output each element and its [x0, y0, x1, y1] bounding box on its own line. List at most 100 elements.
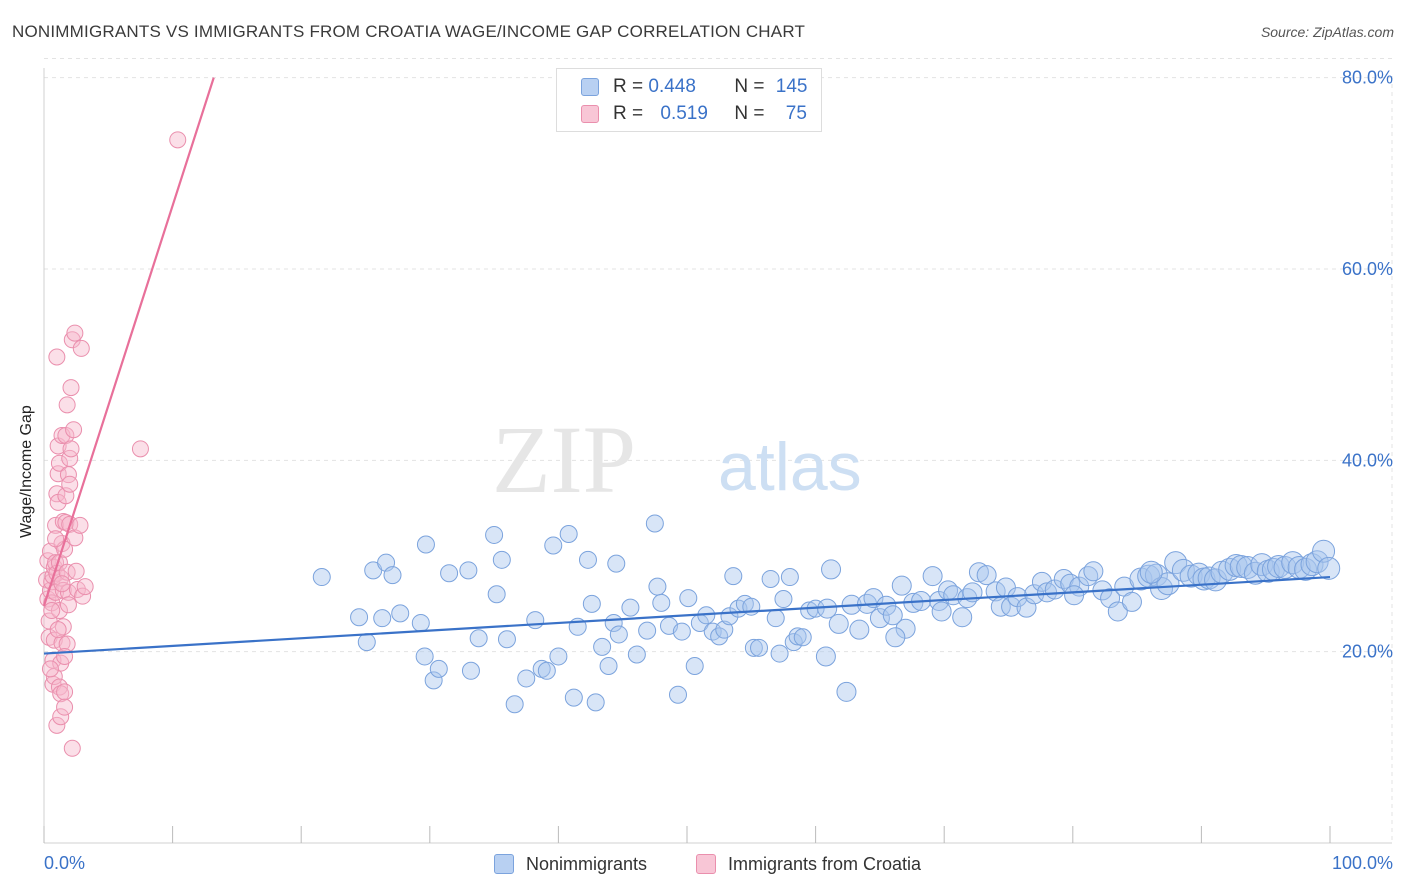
data-point — [357, 633, 376, 652]
data-point — [411, 613, 430, 632]
data-point — [976, 565, 997, 586]
data-point — [627, 645, 646, 664]
data-point — [1083, 561, 1104, 582]
data-point — [537, 661, 556, 680]
source-label: Source: ZipAtlas.com — [1260, 24, 1394, 40]
data-point — [1064, 585, 1085, 606]
data-point — [1267, 555, 1291, 579]
y-tick-label: 60.0% — [1342, 259, 1393, 279]
data-point — [1229, 555, 1253, 579]
data-point — [1156, 572, 1180, 596]
data-point — [56, 647, 74, 665]
data-point — [549, 647, 568, 666]
data-point — [415, 647, 434, 666]
data-point — [350, 608, 369, 627]
data-point — [1121, 591, 1142, 612]
series-nonimmigrants — [312, 514, 1341, 714]
data-point — [931, 601, 952, 622]
data-point — [788, 627, 807, 646]
data-point — [131, 440, 149, 458]
data-point — [876, 595, 897, 616]
watermark-zip: ZIP — [492, 406, 636, 513]
data-point — [599, 657, 618, 676]
data-point — [461, 661, 480, 680]
data-point — [685, 657, 704, 676]
data-point — [63, 331, 81, 349]
data-point — [391, 604, 410, 623]
data-point — [485, 525, 504, 544]
data-point — [74, 587, 92, 605]
data-point — [487, 585, 506, 604]
data-point — [459, 561, 478, 580]
trend-line-nonimmigrants — [43, 575, 1331, 655]
data-point — [50, 454, 68, 472]
data-point — [774, 590, 793, 609]
stats-legend: R = 0.448 N = 145 R = 0.519 N = 75 — [556, 68, 822, 132]
data-point — [1107, 601, 1128, 622]
data-point — [49, 621, 67, 639]
data-point — [59, 596, 77, 614]
n-label: N = — [734, 103, 770, 124]
data-point — [61, 475, 79, 493]
chart-title: NONIMMIGRANTS VS IMMIGRANTS FROM CROATIA… — [12, 22, 806, 41]
nonimmigrants-legend-label: Nonimmigrants — [526, 853, 648, 874]
croatia-legend-label: Immigrants from Croatia — [728, 853, 922, 874]
trend-line-croatia — [42, 77, 215, 607]
data-point — [497, 630, 516, 649]
data-point — [62, 379, 80, 397]
y-tick-label: 40.0% — [1342, 450, 1393, 470]
data-point — [312, 568, 331, 587]
data-point — [1139, 560, 1163, 584]
series-croatia — [38, 131, 187, 757]
legend-item-nonimmigrants: Nonimmigrants — [494, 852, 647, 876]
data-point — [582, 594, 601, 613]
data-point — [952, 607, 973, 628]
data-point — [648, 577, 667, 596]
data-point — [652, 593, 671, 612]
data-point — [821, 559, 842, 580]
data-point — [869, 608, 890, 629]
data-point — [76, 578, 94, 596]
data-point — [429, 659, 448, 678]
data-point — [56, 698, 74, 716]
data-point — [885, 627, 906, 648]
nonimmigrants-swatch — [581, 78, 599, 96]
data-point — [922, 566, 943, 587]
croatia-legend-swatch — [696, 854, 716, 874]
trend-lines — [42, 77, 1331, 655]
data-point — [41, 660, 59, 678]
data-point — [609, 625, 628, 644]
data-point — [373, 609, 392, 628]
data-point — [43, 602, 61, 620]
data-point — [54, 618, 72, 636]
grid-lines — [44, 58, 1393, 843]
data-point — [1031, 571, 1052, 592]
data-points — [38, 131, 1341, 757]
x-tick-label: 0.0% — [44, 853, 85, 873]
stats-row-croatia: R = 0.519 N = 75 — [581, 103, 807, 125]
data-point — [564, 688, 583, 707]
data-point — [770, 644, 789, 663]
data-point — [71, 516, 89, 534]
data-point — [48, 716, 66, 734]
data-point — [72, 339, 90, 357]
n-value: 75 — [785, 103, 807, 124]
data-point — [849, 619, 870, 640]
data-point — [828, 613, 849, 634]
x-tick-label: 100.0% — [1332, 853, 1393, 873]
data-point — [526, 611, 545, 630]
data-point — [469, 629, 488, 648]
data-point — [1294, 557, 1318, 581]
data-point — [638, 621, 657, 640]
data-point — [505, 695, 524, 714]
data-point — [593, 637, 612, 656]
data-point — [750, 638, 769, 657]
data-point — [48, 348, 66, 366]
n-label: N = — [734, 76, 770, 97]
data-point — [492, 550, 511, 569]
y-tick-label: 80.0% — [1342, 68, 1393, 88]
data-point — [891, 575, 912, 596]
data-point — [793, 628, 812, 647]
data-point — [56, 683, 74, 701]
axes — [43, 68, 1392, 844]
